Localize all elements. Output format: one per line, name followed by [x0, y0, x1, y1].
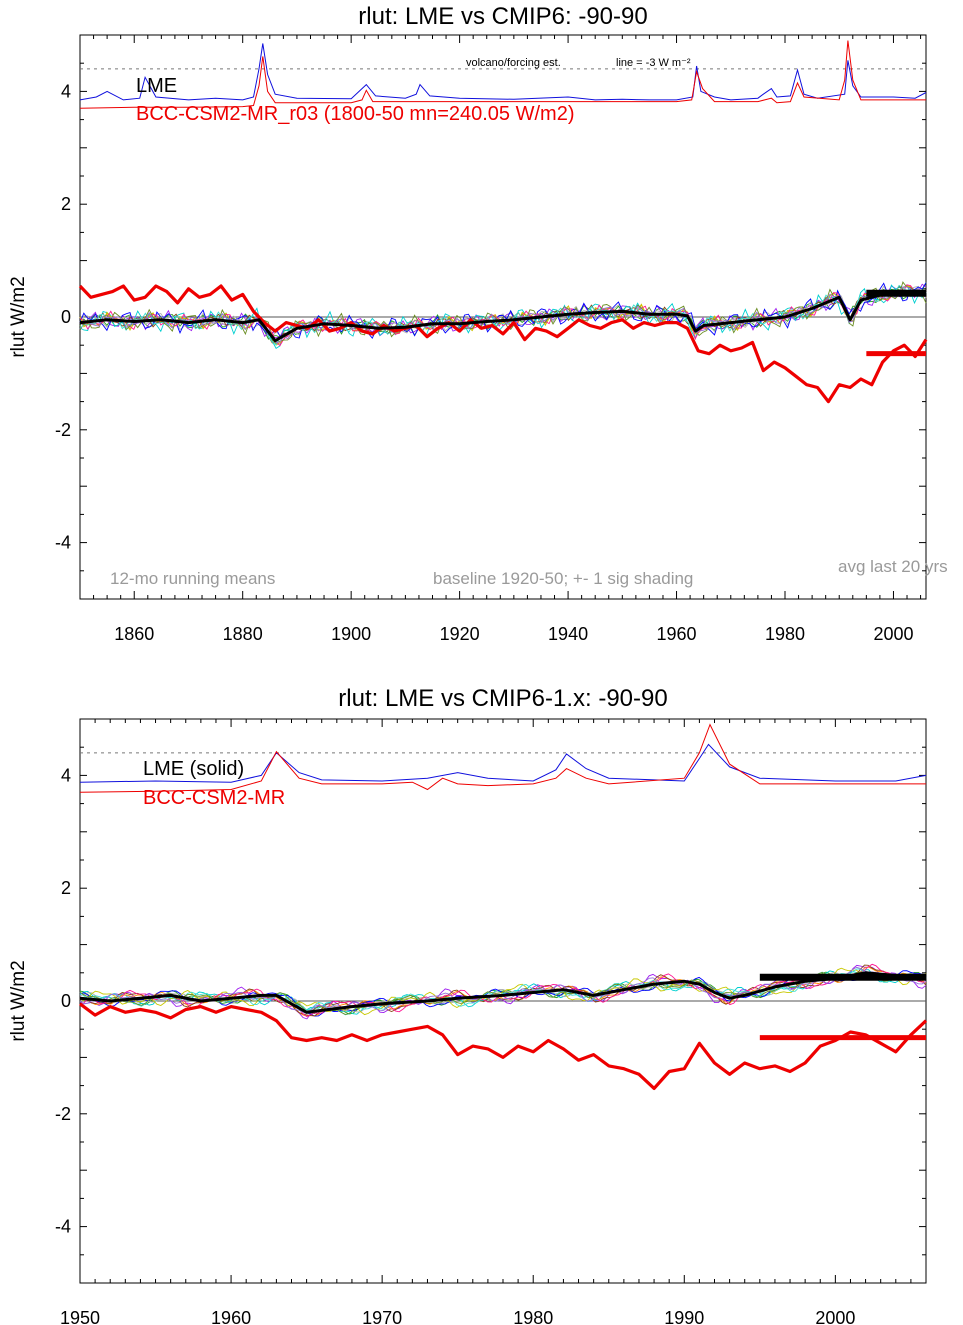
x-tick-label: 1980: [765, 624, 805, 644]
panel-top-title: rlut: LME vs CMIP6: -90-90: [358, 3, 647, 30]
x-tick-label: 1970: [362, 1308, 402, 1325]
forcing-lme-line: [79, 43, 927, 101]
panel-top-legend-lme: LME: [136, 75, 177, 97]
x-tick-label: 2000: [815, 1308, 855, 1325]
panel-top-volcano-note: volcano/forcing est.: [466, 57, 561, 69]
panel-bottom-title: rlut: LME vs CMIP6-1.x: -90-90: [338, 685, 667, 712]
lme-member-line: [79, 970, 927, 1017]
y-tick-label: 2: [61, 878, 71, 898]
forcing-model-line: [79, 723, 926, 793]
lme-member-line: [79, 282, 927, 340]
y-tick-label: 4: [61, 81, 71, 101]
x-tick-label: 1960: [657, 624, 697, 644]
y-tick-label: -2: [55, 1104, 71, 1124]
model-series-line: [78, 284, 928, 404]
x-tick-label: 1940: [548, 624, 588, 644]
model-series-line: [79, 1002, 928, 1090]
y-tick-label: -2: [55, 420, 71, 440]
x-tick-label: 1860: [114, 624, 154, 644]
y-tick-label: 0: [61, 307, 71, 327]
panel-bottom-ticks: [79, 718, 927, 1284]
y-tick-label: 4: [61, 765, 71, 785]
panel-top-note-avg-last-20: avg last 20 yrs: [838, 557, 948, 576]
x-tick-label: 1900: [331, 624, 371, 644]
x-tick-label: 1880: [223, 624, 263, 644]
lme-ensemble-mean-line: [79, 971, 927, 1014]
y-tick-label: 0: [61, 991, 71, 1011]
lme-member-line: [79, 286, 927, 344]
panel-top-line-note: line = -3 W m⁻²: [616, 57, 691, 69]
x-tick-label: 2000: [873, 624, 913, 644]
x-tick-label: 1950: [60, 1308, 100, 1325]
panel-top: rlut: LME vs CMIP6: -90-90 rlut W/m2 -4-…: [8, 3, 948, 644]
y-tick-label: -4: [55, 1217, 71, 1237]
forcing-model-line: [79, 40, 926, 109]
panel-top-legend-model: BCC-CSM2-MR_r03 (1800-50 mn=240.05 W/m2): [136, 103, 575, 125]
lme-member-line: [79, 281, 927, 344]
panel-top-tick-labels: -4 -2 0 2 4 1860 1880 1900 1920 1940 1960 1980 2000: [55, 81, 914, 644]
panel-top-note-baseline: baseline 1920-50; +- 1 sig shading: [433, 569, 693, 588]
x-tick-label: 1990: [664, 1308, 704, 1325]
panel-bottom-plot-area: [79, 723, 928, 1090]
panel-bottom: rlut: LME vs CMIP6-1.x: -90-90 rlut W/m2…: [8, 685, 928, 1325]
panel-bottom-legend-lme: LME (solid): [143, 758, 244, 780]
x-tick-label: 1980: [513, 1308, 553, 1325]
lme-ensemble-mean-line: [79, 290, 926, 343]
panel-bottom-y-axis-label: rlut W/m2: [8, 960, 29, 1041]
panel-top-y-axis-label: rlut W/m2: [8, 276, 29, 357]
y-tick-label: 2: [61, 194, 71, 214]
panel-top-plot-area: [78, 40, 928, 404]
panel-bottom-legend-model: BCC-CSM2-MR: [143, 787, 285, 809]
panel-bottom-tick-labels: -4 -2 0 2 4 1950 1960 1970 1980 1990 2000: [55, 765, 855, 1325]
lme-member-line: [79, 285, 927, 338]
x-tick-label: 1920: [440, 624, 480, 644]
y-tick-label: -4: [55, 533, 71, 553]
x-tick-label: 1960: [211, 1308, 251, 1325]
panel-top-note-running-means: 12-mo running means: [110, 569, 275, 588]
